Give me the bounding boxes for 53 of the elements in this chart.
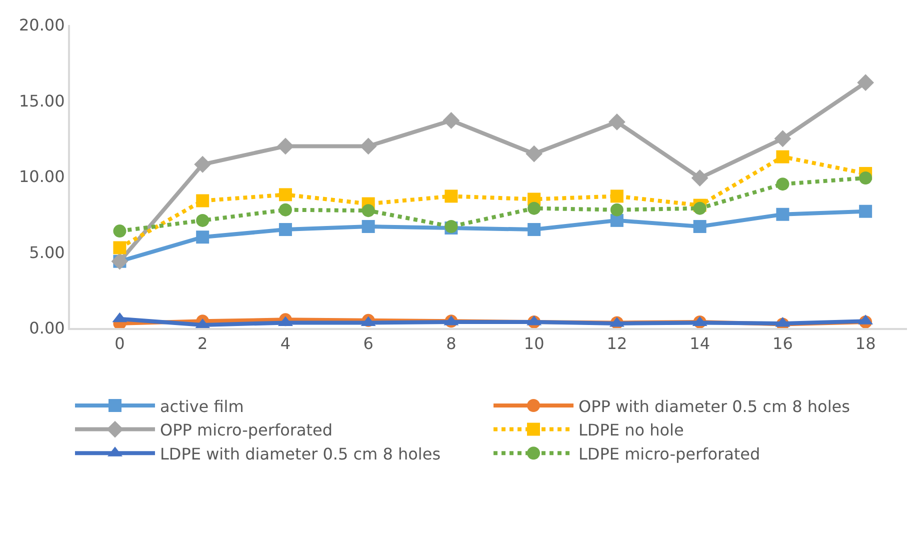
point [776,208,790,221]
point [691,170,708,186]
point [278,223,292,236]
x-tick-label: 8 [446,334,456,354]
x-tick-label: 4 [280,334,291,354]
point [859,172,872,185]
point [113,241,126,254]
x-tick-label: 12 [606,334,628,354]
y-tick-label: 20.00 [18,16,65,35]
point [196,194,210,208]
point [693,202,706,215]
x-tick-label: 18 [855,334,876,354]
x-tick-label: 2 [197,334,208,354]
point [362,204,375,218]
point [610,203,624,216]
y-tick-label: 15.00 [18,91,65,110]
legend-label: OPP micro-perforated [160,420,333,440]
legend-label: active film [160,396,244,416]
point [776,178,790,191]
legend-label: LDPE micro-perforated [578,444,760,464]
x-tick-label: 16 [772,334,793,354]
point [362,220,375,233]
x-tick-label: 0 [114,334,125,354]
x-tick-label: 10 [524,334,544,354]
point [859,204,872,218]
x-tick-label: 14 [690,334,710,354]
point [528,202,541,215]
point [528,223,541,236]
point [278,188,292,202]
point [442,112,460,129]
point [610,190,624,203]
point [278,203,292,216]
point [774,130,792,148]
point [857,74,874,92]
legend-label: LDPE no hole [578,420,684,440]
point [693,220,706,233]
point [113,224,126,238]
point [608,114,626,130]
point [360,138,377,155]
x-tick-label: 6 [363,334,374,354]
legend-label: OPP with diameter 0.5 cm 8 holes [578,396,850,416]
legend-label: LDPE with diameter 0.5 cm 8 holes [160,444,441,464]
point [196,214,210,227]
point [194,156,212,173]
point [776,150,790,164]
point [196,230,210,244]
y-tick-label: 5.00 [29,242,65,262]
point [277,138,294,155]
point [610,214,624,227]
point [526,145,543,162]
y-tick-label: 10.00 [18,167,65,186]
y-tick-label: 0.00 [29,318,65,338]
point [444,190,458,203]
